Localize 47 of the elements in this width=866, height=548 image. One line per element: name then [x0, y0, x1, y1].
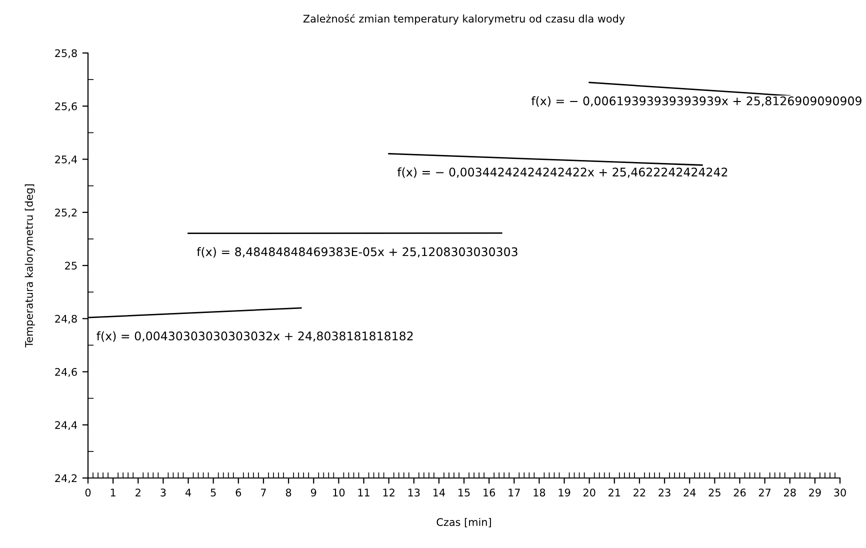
y-tick-label: 25,4: [55, 155, 77, 164]
annotation: f(x) = 8,48484848469383E-05x + 25,1208303030303: [196, 247, 518, 258]
y-tick-label: 25: [65, 262, 77, 270]
x-tick-label: 28: [784, 488, 796, 496]
x-tick-label: 9: [310, 488, 316, 496]
y-tick-label: 25,2: [55, 208, 77, 218]
x-tick-label: 7: [261, 488, 266, 496]
x-tick-label: 23: [658, 488, 670, 496]
y-tick-label: 24,4: [55, 421, 77, 430]
y-tick-label: 24,8: [55, 314, 77, 324]
x-tick-label: 14: [433, 488, 445, 496]
chart-title: Zależność zmian temperatury kalorymetru od czasu dla wody: [303, 14, 625, 25]
x-tick-label: 29: [809, 488, 821, 496]
x-tick-label: 25: [708, 488, 720, 496]
x-tick-label: 22: [634, 488, 646, 496]
x-tick-label: 18: [534, 488, 546, 496]
y-tick-label: 25,6: [55, 102, 77, 112]
x-tick-label: 13: [408, 488, 420, 496]
y-axis-title: Temperatura kalorymetru [deg]: [24, 184, 35, 348]
annotation: f(x) = − 0,00619393939393939x + 25,8126909090909: [531, 96, 862, 107]
x-tick-label: 19: [558, 488, 570, 496]
x-tick-label: 17: [508, 488, 520, 496]
x-tick-label: 24: [684, 488, 696, 496]
x-tick-label: 16: [484, 488, 496, 496]
x-tick-label: 5: [210, 488, 216, 496]
x-tick-label: 26: [734, 488, 746, 496]
x-tick-label: 0: [85, 488, 91, 496]
y-tick-label: 25,8: [55, 49, 77, 58]
x-tick-label: 11: [358, 488, 370, 496]
x-tick-label: 10: [333, 488, 345, 496]
x-tick-label: 2: [136, 488, 140, 496]
x-tick-label: 8: [286, 488, 292, 496]
x-tick-label: 1: [110, 488, 116, 496]
x-tick-label: 4: [185, 488, 191, 496]
x-tick-label: 27: [758, 488, 771, 496]
x-tick-label: 15: [458, 488, 470, 496]
annotation: f(x) = 0,00430303030303032x + 24,8038181818182: [96, 331, 413, 342]
x-tick-label: 21: [608, 488, 620, 496]
x-tick-label: 20: [583, 488, 596, 496]
x-axis-title: Czas [min]: [436, 518, 491, 528]
y-tick-label: 24,6: [55, 368, 77, 377]
x-tick-label: 12: [383, 488, 394, 496]
x-tick-label: 30: [834, 488, 846, 496]
x-tick-label: 3: [160, 488, 166, 496]
y-tick-label: 24,2: [55, 474, 77, 484]
annotation: f(x) = − 0,00344242424242422x + 25,4622242424242: [397, 167, 728, 178]
x-tick-label: 6: [236, 488, 242, 496]
